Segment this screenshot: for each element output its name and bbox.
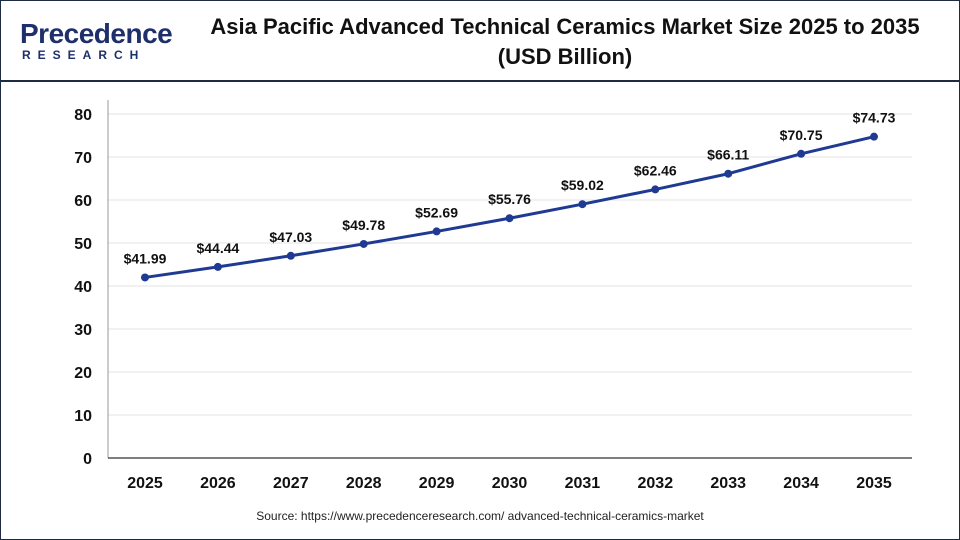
data-label: $41.99	[124, 250, 167, 266]
y-tick-label: 70	[74, 150, 92, 167]
x-tick-label: 2033	[710, 475, 746, 492]
data-label: $74.73	[853, 110, 896, 126]
y-tick-label: 10	[74, 408, 92, 425]
data-label: $47.03	[269, 229, 312, 245]
logo-subtitle: RESEARCH	[22, 48, 146, 62]
logo-wordmark: Precedence	[20, 18, 173, 49]
data-label: $62.46	[634, 162, 677, 178]
data-label: $44.44	[196, 240, 239, 256]
x-tick-label: 2029	[419, 475, 455, 492]
y-tick-label: 40	[74, 279, 92, 296]
x-tick-label: 2027	[273, 475, 309, 492]
y-tick-label: 60	[74, 193, 92, 210]
x-tick-label: 2026	[200, 475, 236, 492]
y-tick-label: 20	[74, 365, 92, 382]
x-tick-label: 2031	[565, 475, 601, 492]
data-label: $66.11	[707, 147, 749, 163]
y-tick-label: 80	[74, 107, 92, 124]
data-point	[578, 200, 587, 209]
chart-title: Asia Pacific Advanced Technical Ceramics…	[210, 14, 920, 69]
y-tick-label: 50	[74, 236, 92, 253]
data-label: $49.78	[342, 217, 385, 233]
data-label: $59.02	[561, 177, 604, 193]
header: Precedence RESEARCH Asia Pacific Advance…	[0, 0, 960, 82]
data-point	[797, 149, 806, 158]
x-tick-label: 2030	[492, 475, 528, 492]
data-label: $52.69	[415, 204, 458, 220]
x-tick-label: 2032	[638, 475, 674, 492]
data-point	[432, 227, 441, 236]
y-tick-label: 30	[74, 322, 92, 339]
data-point	[651, 185, 660, 194]
x-tick-label: 2034	[783, 475, 819, 492]
data-point	[724, 169, 733, 178]
data-point	[870, 132, 878, 141]
x-tick-label: 2025	[127, 475, 163, 492]
data-point	[505, 214, 514, 223]
data-point	[141, 273, 149, 282]
data-label: $55.76	[488, 191, 531, 207]
x-tick-label: 2028	[346, 475, 382, 492]
data-point	[359, 239, 368, 248]
data-label: $70.75	[780, 127, 823, 143]
data-point	[213, 262, 222, 271]
source-note: Source: https://www.precedenceresearch.c…	[256, 509, 704, 523]
brand-logo: Precedence RESEARCH	[18, 18, 173, 62]
x-tick-label: 2035	[856, 475, 892, 492]
y-tick-label: 0	[83, 451, 92, 468]
data-point	[286, 251, 295, 260]
